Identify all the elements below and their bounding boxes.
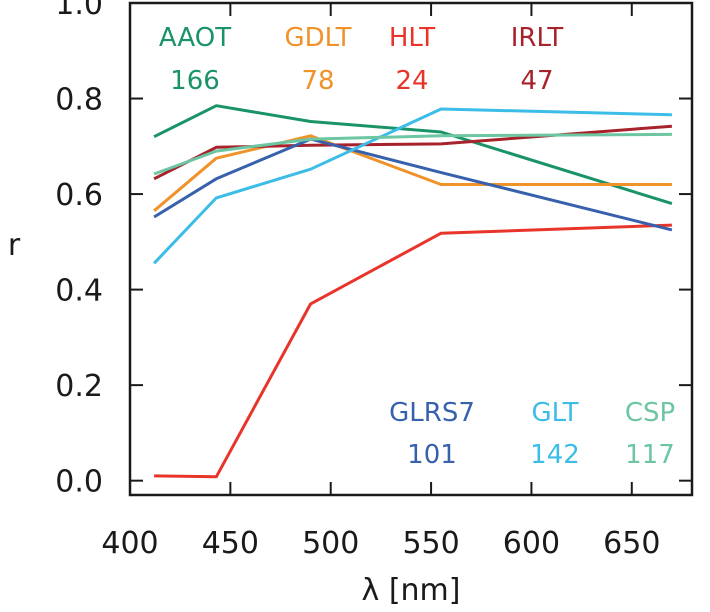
series-line-csp bbox=[153, 132, 672, 176]
legend-label-csp: CSP bbox=[625, 398, 675, 428]
legend-count-aaot: 166 bbox=[170, 66, 220, 96]
series-line-gdlt bbox=[153, 134, 672, 212]
x-axis-title: λ [nm] bbox=[362, 573, 461, 608]
x-tick-label: 650 bbox=[603, 526, 660, 561]
x-tick-label: 600 bbox=[503, 526, 560, 561]
legend-label-irlt: IRLT bbox=[511, 23, 564, 53]
y-tick-label: 0.8 bbox=[55, 83, 103, 118]
series-line-glt bbox=[153, 107, 672, 265]
series-line-aaot bbox=[153, 104, 673, 206]
legend-count-glt: 142 bbox=[530, 440, 580, 470]
legend-label-gdlt: GDLT bbox=[285, 23, 352, 53]
x-tick-label: 500 bbox=[302, 526, 359, 561]
legend-label-glt: GLT bbox=[532, 398, 579, 428]
y-tick-label: 0.6 bbox=[55, 178, 103, 213]
legend: AAOT 166 GDLT 78 HLT 24 IRLT 47 GLRS7 101 GLT 142 CS… bbox=[159, 23, 675, 470]
y-tick-label: 1.0 bbox=[55, 0, 103, 22]
axis-ticks: 400 450 500 550 600 650 0.0 0.2 0.4 0.6 0.8 1.0 bbox=[55, 0, 692, 561]
plot-frame bbox=[128, 1, 694, 497]
y-axis-title: r bbox=[8, 228, 21, 263]
legend-count-gdlt: 78 bbox=[301, 66, 334, 96]
x-tick-label: 400 bbox=[101, 526, 158, 561]
legend-count-glrs7: 101 bbox=[407, 440, 457, 470]
legend-count-irlt: 47 bbox=[520, 66, 553, 96]
x-tick-label: 450 bbox=[202, 526, 259, 561]
series-line-hlt bbox=[154, 223, 672, 479]
series-lines bbox=[153, 104, 673, 479]
x-tick-label: 550 bbox=[402, 526, 459, 561]
y-tick-label: 0.0 bbox=[55, 465, 103, 500]
legend-label-aaot: AAOT bbox=[159, 23, 231, 53]
legend-label-hlt: HLT bbox=[389, 23, 435, 53]
legend-count-csp: 117 bbox=[625, 440, 675, 470]
y-tick-label: 0.2 bbox=[55, 369, 103, 404]
legend-label-glrs7: GLRS7 bbox=[389, 398, 475, 428]
legend-count-hlt: 24 bbox=[395, 66, 428, 96]
y-tick-label: 0.4 bbox=[55, 274, 103, 309]
